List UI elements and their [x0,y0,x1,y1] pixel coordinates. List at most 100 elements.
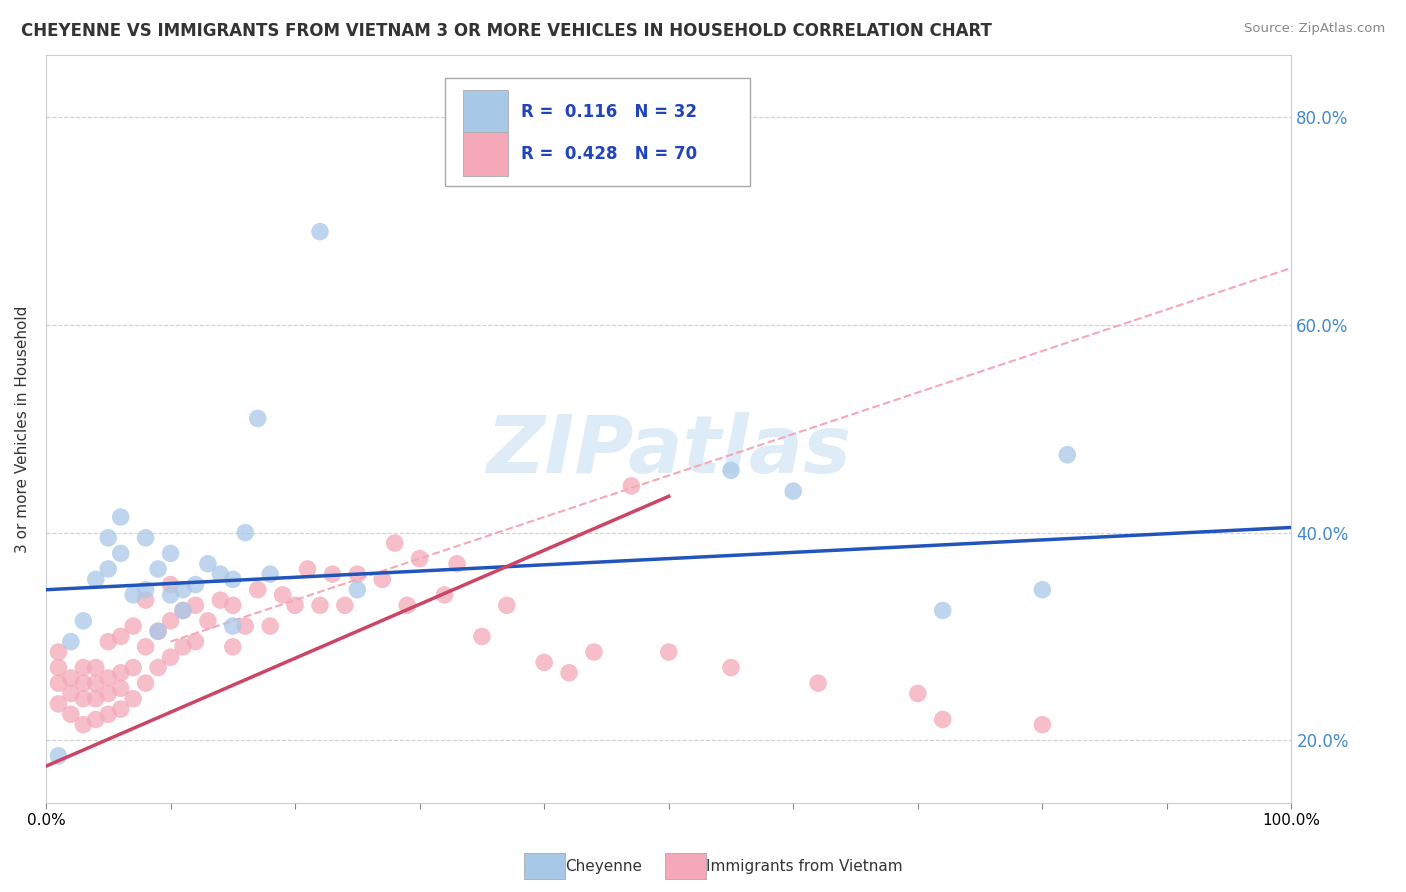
FancyBboxPatch shape [463,89,508,134]
Point [582,645,605,659]
Point [72,614,94,628]
Point [408,551,430,566]
Point [84,660,107,674]
Point [172,582,194,597]
Point [184,577,207,591]
Point [222,619,245,633]
Point [284,599,307,613]
Point [48,645,70,659]
Point [172,603,194,617]
Point [59,686,82,700]
Y-axis label: 3 or more Vehicles in Household: 3 or more Vehicles in Household [15,305,30,552]
Point [135,676,157,690]
Point [172,603,194,617]
Point [110,665,132,680]
Point [346,582,368,597]
Point [97,686,120,700]
Point [135,531,157,545]
FancyBboxPatch shape [463,132,508,176]
Point [110,681,132,696]
Point [159,614,181,628]
Point [271,588,294,602]
Point [658,645,681,659]
Point [1031,717,1053,731]
Point [146,624,169,639]
Point [782,484,804,499]
Text: R =  0.428   N = 70: R = 0.428 N = 70 [520,145,696,163]
Text: R =  0.116   N = 32: R = 0.116 N = 32 [520,103,696,120]
Point [1056,448,1078,462]
Point [97,707,120,722]
Point [209,567,232,582]
Point [533,656,555,670]
Point [146,562,169,576]
Point [159,577,181,591]
Point [72,676,94,690]
Point [309,225,332,239]
Point [110,702,132,716]
Point [558,665,581,680]
Point [184,599,207,613]
Point [346,567,368,582]
Point [233,525,256,540]
Point [246,582,269,597]
Point [333,599,356,613]
Point [110,510,132,524]
Point [48,697,70,711]
Point [259,619,281,633]
Point [159,588,181,602]
Point [110,629,132,643]
Point [907,686,929,700]
Point [48,748,70,763]
Point [246,411,269,425]
Point [72,691,94,706]
Point [495,599,517,613]
Point [135,593,157,607]
Point [259,567,281,582]
Point [122,691,145,706]
Point [209,593,232,607]
Point [172,640,194,654]
Text: Source: ZipAtlas.com: Source: ZipAtlas.com [1244,22,1385,36]
Point [48,676,70,690]
Text: CHEYENNE VS IMMIGRANTS FROM VIETNAM 3 OR MORE VEHICLES IN HOUSEHOLD CORRELATION : CHEYENNE VS IMMIGRANTS FROM VIETNAM 3 OR… [21,22,993,40]
Point [72,717,94,731]
Point [222,599,245,613]
Point [720,660,742,674]
Point [446,557,468,571]
Text: Immigrants from Vietnam: Immigrants from Vietnam [706,859,903,873]
Point [233,619,256,633]
Point [84,713,107,727]
Point [222,640,245,654]
Point [59,707,82,722]
Point [97,531,120,545]
Point [59,671,82,685]
Point [97,562,120,576]
FancyBboxPatch shape [444,78,749,186]
Point [197,614,219,628]
Point [931,603,953,617]
Point [122,619,145,633]
Point [396,599,419,613]
Point [720,463,742,477]
Point [97,671,120,685]
Point [122,660,145,674]
Point [807,676,830,690]
Point [146,624,169,639]
Point [135,582,157,597]
Point [197,557,219,571]
Point [384,536,406,550]
Point [159,546,181,560]
Point [371,572,394,586]
Point [321,567,343,582]
Point [620,479,643,493]
Text: Cheyenne: Cheyenne [565,859,643,873]
Point [1031,582,1053,597]
Point [297,562,319,576]
Point [135,640,157,654]
Point [471,629,494,643]
Point [309,599,332,613]
Point [184,634,207,648]
Point [84,676,107,690]
Point [72,660,94,674]
